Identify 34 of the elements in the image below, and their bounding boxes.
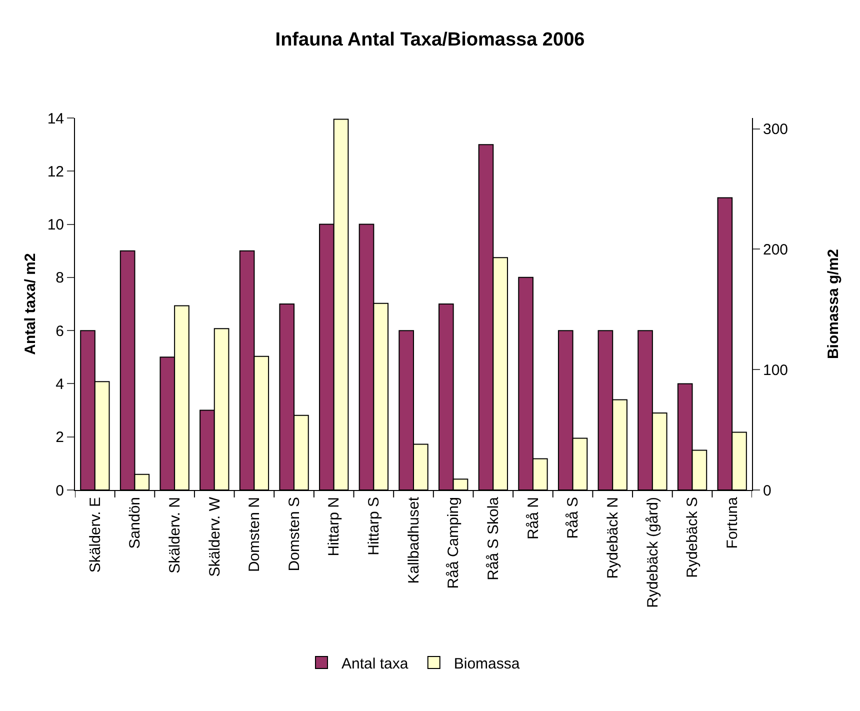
- x-tick-label: Råå S Skola: [485, 496, 502, 580]
- x-tick-label: Sandön: [126, 497, 144, 549]
- x-tick-label: Hittarp N: [326, 497, 343, 556]
- x-tick-label: Domsten S: [286, 497, 303, 572]
- x-tick-label: Rydebäck S: [684, 497, 702, 578]
- x-tick-label: Skälderv. N: [166, 497, 184, 574]
- x-tick-label: Råå N: [524, 497, 542, 540]
- y-tick-label: 12: [47, 163, 64, 180]
- x-tick-label: Kallbadhuset: [405, 496, 422, 584]
- x-tick-label: Skälderv. W: [206, 496, 224, 577]
- y2-axis-title: Biomassa g/m2: [825, 248, 842, 360]
- y-tick-label: 6: [56, 322, 64, 340]
- x-tick-label: Rydebäck N: [604, 497, 622, 579]
- y2-tick-label: 100: [763, 362, 788, 379]
- chart-title: Infauna Antal Taxa/Biomassa 2006: [275, 29, 585, 50]
- x-tick-label: Råå S: [564, 497, 582, 539]
- y-tick-label: 8: [56, 270, 64, 287]
- y-tick-label: 2: [56, 429, 64, 446]
- x-tick-label: Hittarp S: [366, 497, 383, 556]
- x-tick-label: Domsten N: [246, 497, 264, 572]
- y-axis-title: Antal taxa/ m2: [22, 253, 39, 355]
- y2-tick-label: 0: [763, 482, 772, 500]
- y-tick-label: 14: [47, 110, 64, 128]
- x-tick-label: Fortuna: [724, 496, 741, 549]
- y2-tick-label: 300: [763, 121, 788, 138]
- legend-label: Biomassa: [454, 655, 520, 672]
- x-tick-label: Skälderv. E: [86, 497, 104, 573]
- y-tick-label: 10: [47, 216, 64, 234]
- x-tick-label: Rydebäck (gård): [644, 497, 662, 608]
- y-tick-label: 0: [56, 482, 64, 500]
- y-tick-label: 4: [56, 376, 64, 393]
- y2-tick-label: 200: [763, 241, 788, 258]
- x-tick-label: Råå Camping: [445, 497, 462, 589]
- legend-label: Antal taxa: [342, 655, 409, 672]
